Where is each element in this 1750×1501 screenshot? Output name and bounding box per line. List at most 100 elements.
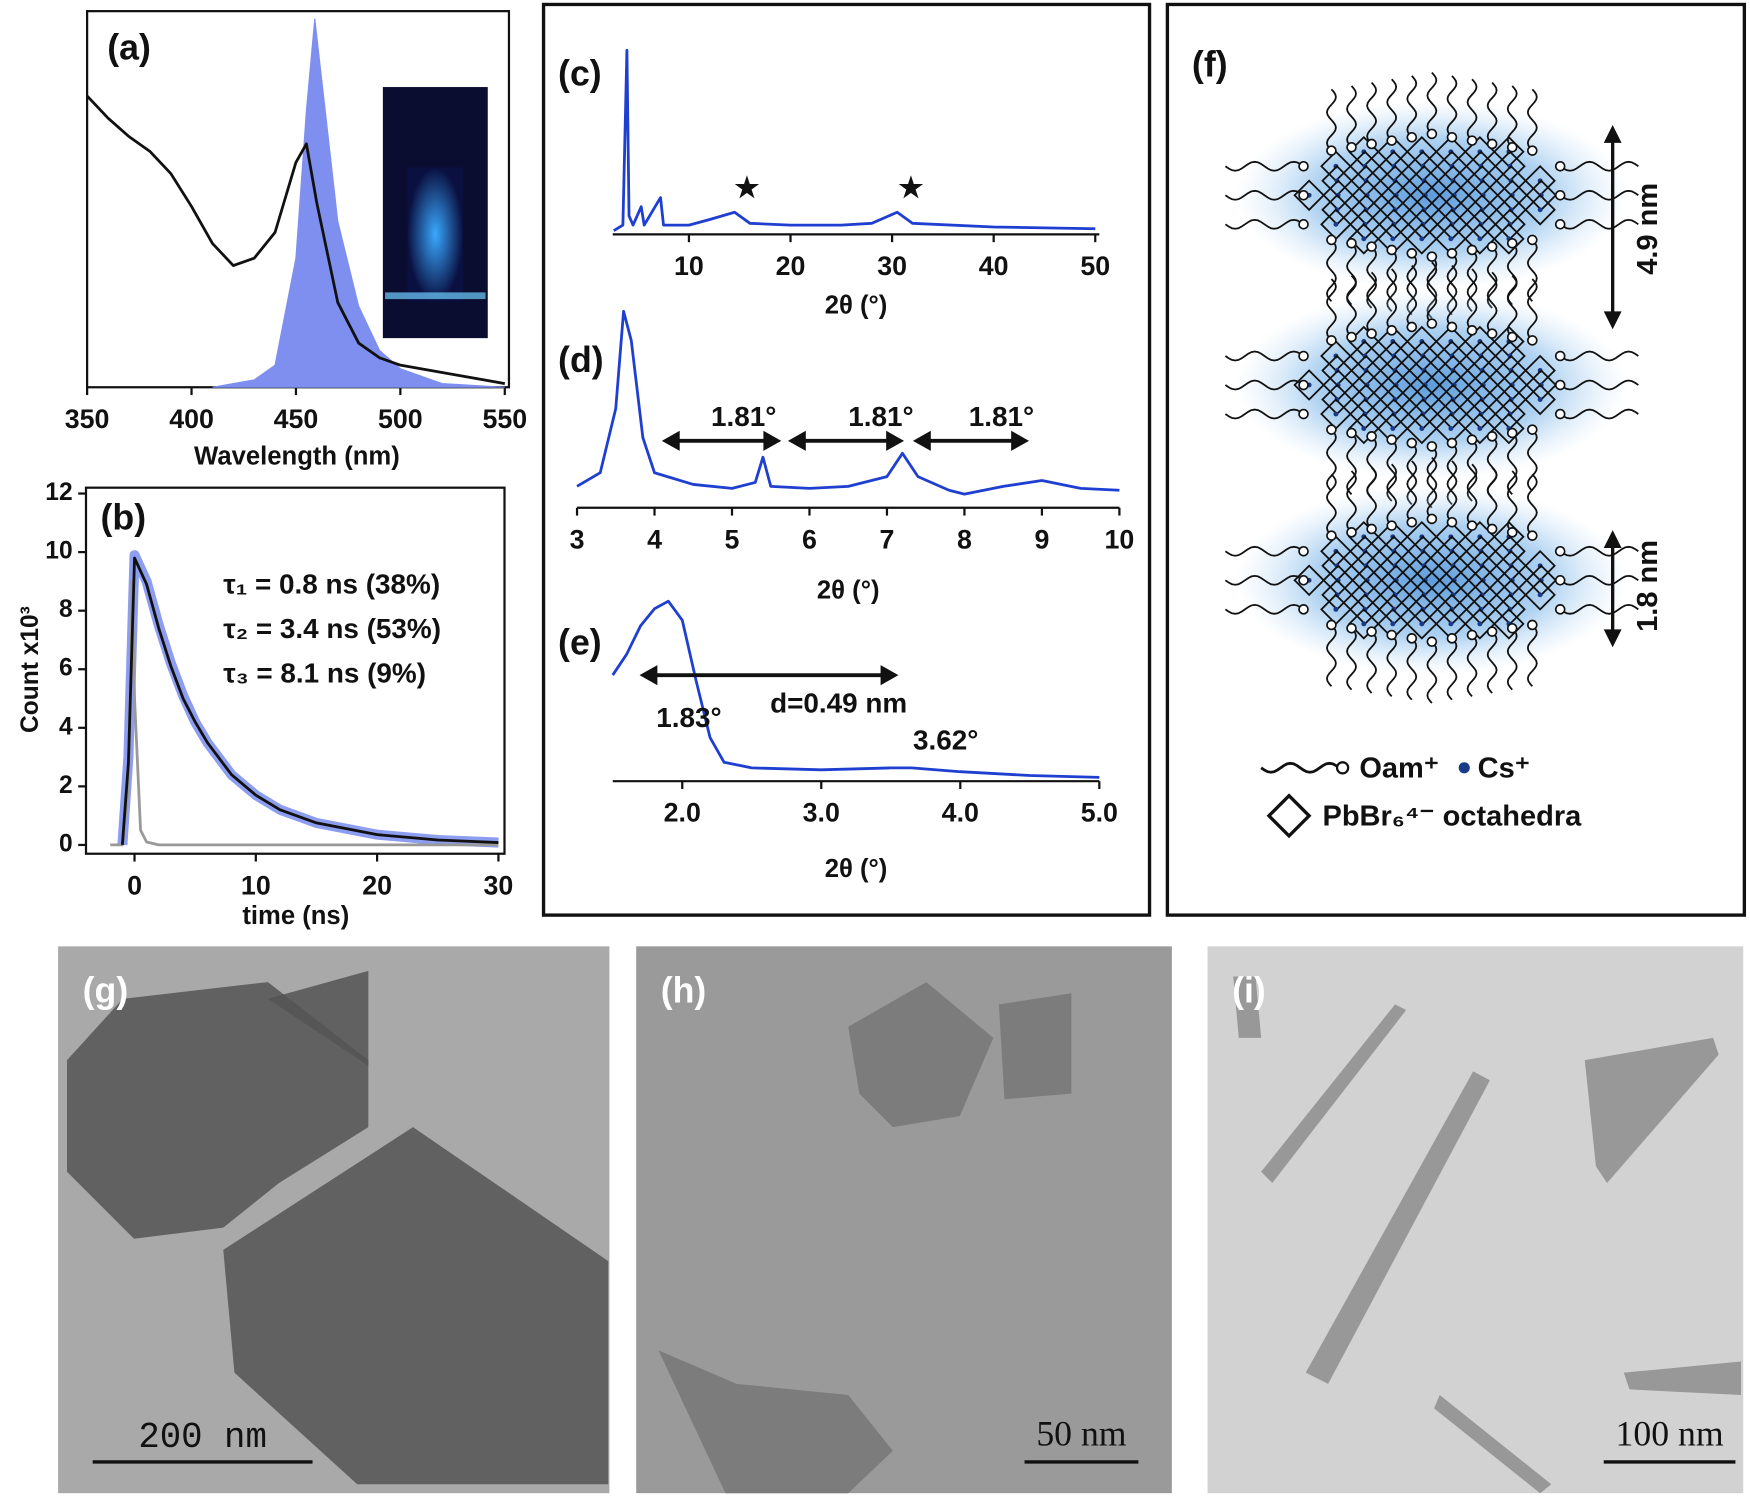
x-tick-label: 20 [362, 870, 392, 900]
ligand [1406, 637, 1418, 701]
ligand-head [1527, 234, 1538, 246]
x-axis-label: Wavelength (nm) [194, 442, 400, 470]
ligand [1506, 85, 1518, 148]
ligand-head [1298, 604, 1309, 615]
ligand-head [1426, 441, 1438, 452]
cs-ion [1448, 426, 1454, 431]
cs-ion [1537, 592, 1543, 598]
tem-feature [1623, 1361, 1742, 1395]
ligand [1559, 603, 1639, 615]
ligand-head [1346, 427, 1357, 439]
octahedron [1293, 369, 1325, 401]
ligand-head [1506, 527, 1518, 538]
ligand [1506, 470, 1518, 533]
ligand [1506, 627, 1518, 691]
ligand [1366, 467, 1377, 530]
ligand [1386, 78, 1398, 142]
ligand [1526, 624, 1538, 687]
octahedron [1348, 223, 1380, 255]
ligand [1224, 379, 1305, 391]
ligand [1559, 379, 1639, 391]
ligand-head [1298, 379, 1309, 391]
inset-photo [382, 87, 488, 339]
ligand-head [1527, 335, 1538, 346]
ligand-head [1366, 241, 1377, 252]
ligand-head [1386, 434, 1398, 445]
ligand-head [1366, 626, 1377, 637]
ligand [1559, 218, 1639, 230]
panel-frame [1165, 2, 1747, 917]
ligand [1346, 470, 1357, 533]
ligand-head [1366, 328, 1377, 339]
ligand [1526, 88, 1538, 152]
cs-ion [1419, 621, 1425, 627]
panel-label: (c) [558, 53, 602, 93]
octahedron [1524, 194, 1556, 226]
panel-label: (f) [1192, 44, 1228, 84]
line [611, 599, 1100, 779]
ligand-head [1466, 434, 1478, 445]
y-tick-label: 4 [59, 713, 73, 740]
ligand [1326, 473, 1337, 537]
x-tick-label: 5 [725, 524, 740, 554]
ligand [1346, 85, 1357, 148]
ligand-head [1406, 321, 1418, 333]
ligand-head [1386, 325, 1398, 336]
x-tick-label: 10 [241, 870, 271, 900]
tem-feature [1584, 1037, 1719, 1183]
ligand [1326, 239, 1337, 302]
ligand-head [1326, 145, 1337, 156]
cs-ion [1448, 621, 1454, 627]
x-tick-label: 350 [65, 404, 110, 434]
ligand [1466, 463, 1478, 527]
ligand-head [1366, 431, 1377, 442]
ligand-head [1486, 523, 1498, 535]
dimension-label: 1.8 nm [1632, 540, 1664, 632]
tem-feature [267, 970, 369, 1066]
ligand-head [1366, 523, 1377, 535]
ligand [1224, 350, 1305, 362]
ligand-head [1426, 636, 1438, 647]
ligand-head [1506, 331, 1518, 343]
annotation: 1.81° [848, 401, 913, 432]
scale-bar-label: 50 nm [1036, 1414, 1126, 1454]
octahedron [1406, 412, 1438, 445]
x-axis-label: 2θ (°) [825, 292, 888, 320]
ligand [1446, 75, 1458, 138]
ligand [1559, 160, 1639, 172]
cs-ion [1477, 236, 1483, 242]
line [613, 48, 1096, 232]
ligand [1326, 278, 1337, 341]
ligand-head [1446, 437, 1458, 449]
ligand [1386, 634, 1398, 697]
octahedron [1348, 608, 1380, 640]
ligand [1559, 545, 1639, 557]
y-tick-label: 0 [59, 830, 73, 857]
ligand-head [1446, 633, 1458, 644]
ligand-head [1554, 379, 1566, 391]
ligand-head [1466, 325, 1478, 336]
x-tick-label: 7 [880, 524, 895, 554]
cs-ion [1419, 426, 1425, 431]
ligand-head [1366, 138, 1377, 150]
ligand [1386, 463, 1398, 527]
ligand-head [1386, 135, 1398, 146]
annotation: τ₂ = 3.4 ns (53%) [223, 613, 441, 644]
ligand-head [1527, 619, 1538, 631]
x-tick-label: 3.0 [803, 798, 840, 828]
ligand-head [1554, 219, 1566, 230]
octahedron [1524, 383, 1556, 416]
ligand-head [1506, 427, 1518, 439]
ligand [1224, 218, 1305, 230]
cs-ion [1390, 621, 1396, 627]
panel-label: (d) [558, 340, 604, 380]
ligand-head [1554, 408, 1566, 420]
ligand-head [1486, 431, 1498, 442]
y-axis-label: Count x10³ [17, 606, 44, 733]
cs-ion [1419, 236, 1425, 242]
ligand [1426, 456, 1438, 520]
ligand [1486, 467, 1498, 530]
annotation: 3.62° [913, 725, 978, 756]
octahedron [1464, 608, 1496, 640]
